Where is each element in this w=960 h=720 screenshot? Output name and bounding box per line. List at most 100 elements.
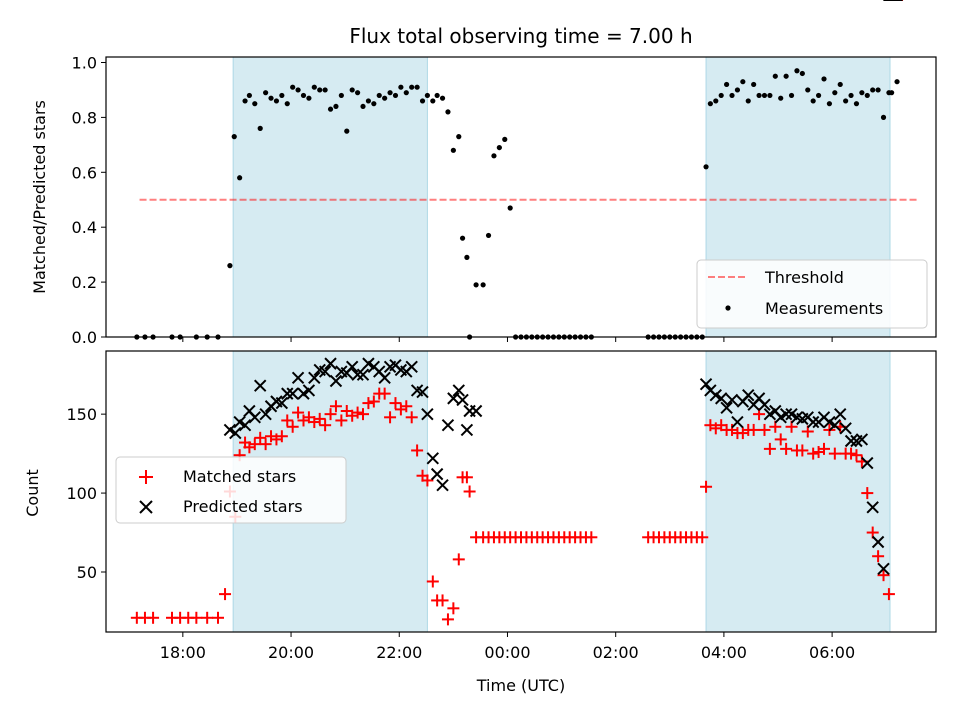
measurement-point [445,109,451,115]
measurement-point [464,254,470,260]
matched-star-point [696,531,709,544]
measurement-point [734,87,741,93]
matched-star-point [313,412,326,425]
legend-predicted-label: Predicted stars [183,497,303,516]
top-panel: 0.0 0.2 0.4 0.6 0.8 1.0 Matched/Predicted sta… [30,53,937,347]
measurement-point [859,90,865,96]
predicted-star-point [441,418,455,432]
measurement-point [473,282,479,288]
predicted-star-point [421,407,434,421]
predicted-star-point [351,368,364,381]
matched-star-point [319,419,332,432]
measurement-point [306,95,312,101]
predicted-star-point [281,387,294,400]
shaded-region-1 [705,350,891,633]
x-tick-label: 00:00 [484,643,530,662]
measurement-point [365,98,372,104]
predicted-star-point [253,379,267,392]
matched-star-point [357,408,370,421]
measurement-point [875,87,881,93]
predicted-star-point [405,360,418,373]
measurement-point [837,81,843,88]
measurement-point [485,232,492,239]
matched-star-point [286,420,299,433]
predicted-star-point [426,452,440,465]
predicted-star-point [302,384,316,397]
measurement-point [894,79,900,85]
predicted-star-point [866,501,879,514]
predicted-star-point [430,467,444,481]
measurement-point [778,95,784,101]
measurement-point [703,164,709,170]
matched-star-point [389,397,402,410]
measurement-point [354,90,361,96]
predicted-star-point [324,357,337,370]
matched-star-point [324,408,337,421]
predicted-star-point [248,411,262,424]
measurement-point [788,92,795,99]
measurement-point [480,282,486,288]
matched-star-point [378,387,391,400]
measurement-point [718,92,724,99]
matched-star-point [700,480,713,493]
measurement-point [864,92,870,99]
bottom-axes-frame [105,350,937,633]
measurement-point [450,147,456,153]
measurement-point [300,92,307,99]
predicted-star-point [416,385,429,399]
predicted-star-point [758,398,771,411]
matched-star-point [254,431,267,444]
chart-title: Flux total observing time = 7.00 h [349,24,692,48]
measurement-point [263,90,269,96]
matched-star-point [747,423,760,436]
matched-star-point [817,442,830,455]
measurement-point [843,98,849,104]
matched-star-point [882,588,895,601]
measurement-point [419,98,426,104]
measurement-point [761,92,768,99]
measurement-point [430,98,436,104]
measurement-point [832,90,838,96]
measurement-point [772,73,778,79]
legend-predicted-swatch [139,500,153,514]
measurement-point [707,101,713,107]
matched-star-point [463,485,476,498]
predicted-star-point [452,384,465,397]
predicted-star-point [456,393,469,407]
measurement-point [815,92,822,99]
predicted-star-point [834,407,847,421]
legend-measurements-swatch [725,305,731,311]
top-legend-box [696,259,928,329]
bottom-y-axis-label: Count [23,469,42,517]
top-legend: Threshold Measurements [696,259,928,329]
x-tick-label: 18:00 [160,643,206,662]
predicted-star-point [286,387,299,400]
measurement-point [491,153,497,159]
measurement-point [333,103,339,110]
measurement-point [745,98,751,104]
matched-star-point [362,397,375,410]
matched-star-point [763,442,776,455]
matched-star-point [758,423,771,436]
y-tick-label: 0.8 [72,108,97,127]
predicted-star-point [469,404,483,418]
measurement-point [767,92,773,99]
predicted-star-point [291,371,305,385]
legend-threshold-label: Threshold [764,268,844,287]
legend-matched-label: Matched stars [183,467,296,486]
predicted-star-point [356,368,370,381]
bottom-legend-box [115,456,347,524]
measurement-point [403,90,409,96]
measurement-point [392,92,399,99]
measurement-point [311,84,317,90]
matched-star-point [212,611,225,624]
measurement-point [756,92,762,99]
measurement-point [889,90,895,96]
measurement-point [398,84,404,90]
predicted-star-point [806,415,820,429]
predicted-star-point [839,422,852,435]
bottom-x-ticks: 18:00 20:00 22:00 00:00 02:00 04:00 06:00 [160,632,855,662]
measurement-point [409,84,415,90]
measurement-point [252,101,258,107]
